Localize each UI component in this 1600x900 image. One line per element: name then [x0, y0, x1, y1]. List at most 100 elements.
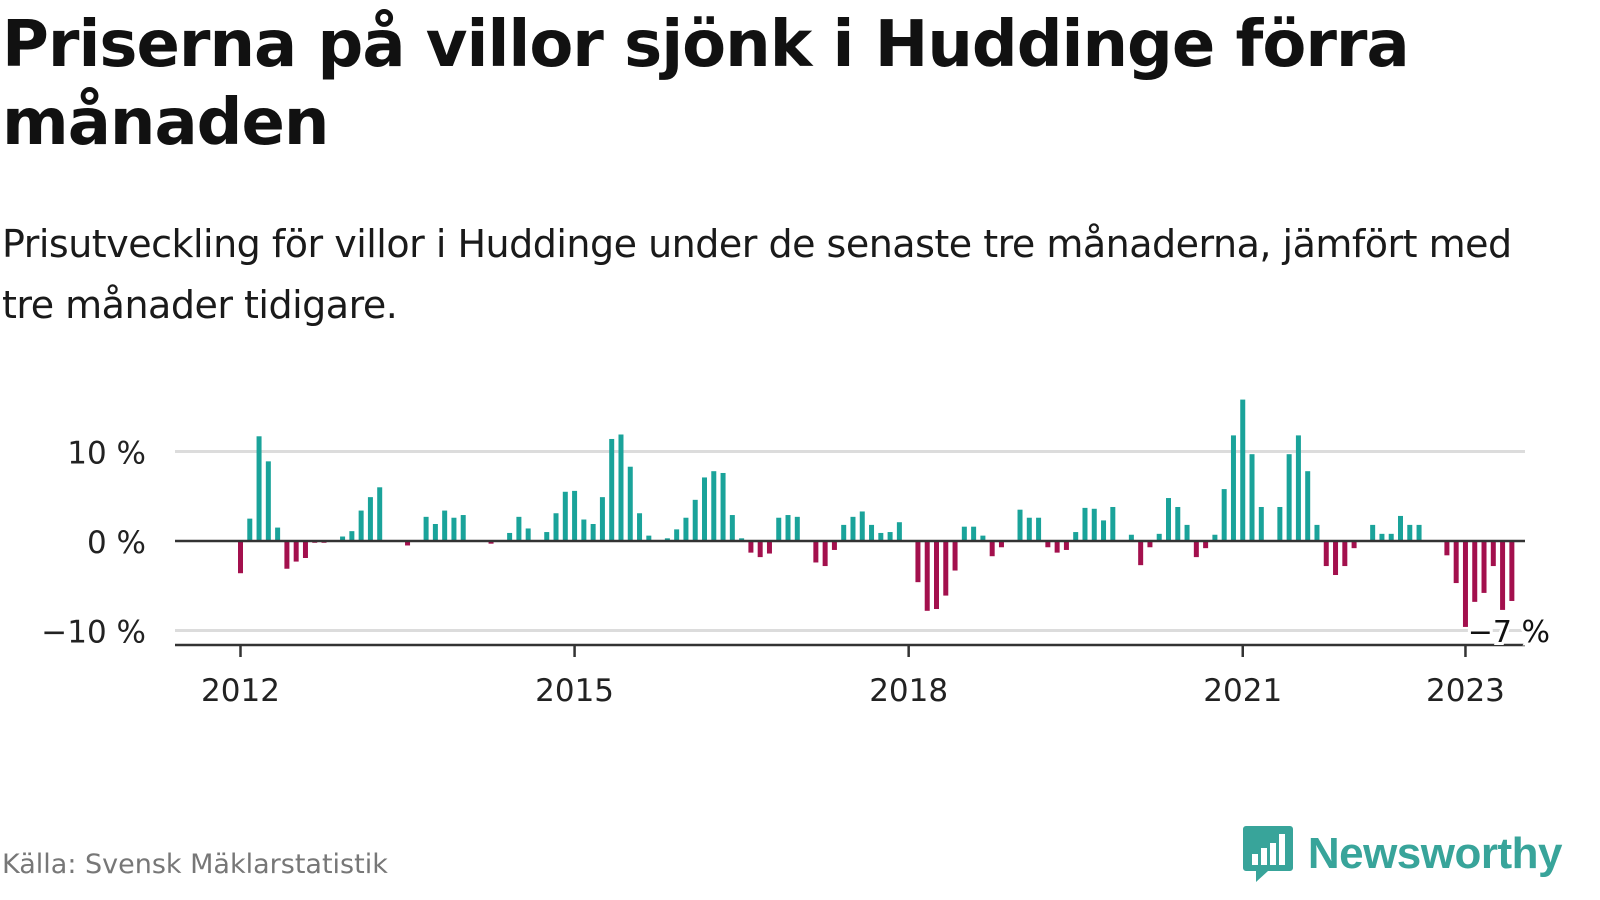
bar — [1370, 524, 1376, 541]
bar — [822, 541, 828, 567]
bar — [748, 541, 754, 553]
bar — [1138, 541, 1144, 566]
bar — [284, 541, 290, 569]
bar — [544, 532, 550, 541]
bar — [1054, 541, 1060, 553]
bar — [599, 497, 605, 541]
bar — [1147, 541, 1153, 548]
bar — [831, 541, 837, 550]
bar — [1444, 541, 1450, 556]
bar — [488, 541, 494, 544]
bar — [850, 516, 856, 541]
bar — [275, 527, 281, 541]
bar — [293, 541, 299, 562]
bar — [896, 522, 902, 541]
chart-subtitle: Prisutveckling för villor i Huddinge und… — [2, 222, 1512, 327]
bar — [1175, 506, 1181, 541]
brand-logo[interactable]: Newsworthy — [1242, 824, 1563, 884]
bar-series — [238, 399, 1515, 627]
bar-chart-chat-icon — [1242, 826, 1293, 882]
bar — [1286, 454, 1292, 541]
bar — [256, 436, 262, 541]
bar — [1500, 541, 1506, 610]
bar — [1184, 524, 1190, 541]
bar — [980, 535, 986, 541]
bar — [989, 541, 995, 557]
bar — [618, 434, 624, 541]
bar — [1277, 506, 1283, 541]
bar — [924, 541, 930, 611]
bar — [1490, 541, 1496, 567]
bar — [516, 516, 522, 541]
bar — [1333, 541, 1339, 576]
bar — [609, 438, 615, 541]
bar — [1045, 541, 1051, 548]
bar — [581, 519, 587, 541]
bar — [1258, 506, 1264, 541]
bar — [952, 541, 958, 571]
bar — [358, 510, 364, 541]
x-tick-label: 2021 — [1203, 673, 1282, 709]
bar — [934, 541, 939, 610]
bar — [553, 513, 559, 541]
bar — [841, 524, 847, 541]
bar — [1388, 533, 1394, 541]
bar — [627, 466, 633, 541]
bar — [664, 538, 670, 541]
x-tick-label: 2012 — [201, 673, 280, 709]
bar — [1379, 533, 1385, 541]
bar — [1249, 454, 1255, 541]
bar — [1240, 399, 1246, 541]
bar — [451, 517, 457, 541]
y-tick-label: −10 % — [41, 615, 146, 651]
bar — [432, 524, 438, 541]
bar — [265, 461, 271, 542]
bar — [766, 541, 772, 554]
bar — [1221, 489, 1227, 541]
bar — [1212, 534, 1218, 541]
bar — [915, 541, 921, 583]
bar — [971, 526, 977, 541]
bar — [340, 536, 346, 541]
bar — [729, 515, 735, 541]
bar — [442, 510, 448, 541]
bar — [961, 526, 967, 541]
chart-title: Priserna på villor sjönk i Huddinge förr… — [2, 8, 1410, 160]
bar — [562, 491, 568, 541]
bar — [1453, 541, 1459, 584]
bar — [785, 515, 791, 541]
bar — [423, 516, 429, 541]
bar — [1203, 541, 1209, 549]
bar — [460, 515, 466, 541]
y-tick-label: 10 % — [67, 436, 146, 472]
bar — [1462, 541, 1468, 627]
bar — [869, 524, 875, 541]
bar — [507, 532, 513, 541]
bar — [776, 517, 782, 541]
bar — [646, 535, 652, 541]
bar — [1398, 515, 1403, 541]
bar — [1017, 509, 1023, 541]
bar — [757, 541, 763, 558]
bar — [247, 518, 253, 542]
bar — [1082, 507, 1088, 541]
last-value-annotation: −7 % — [1468, 615, 1550, 650]
bar — [1193, 541, 1199, 558]
bar — [1128, 534, 1134, 541]
bar — [1063, 541, 1069, 550]
x-tick-label: 2018 — [869, 673, 948, 709]
bar — [590, 524, 596, 541]
bar — [1166, 498, 1171, 541]
bar — [1416, 524, 1422, 541]
bar — [1342, 541, 1348, 567]
bar — [711, 471, 717, 541]
bar — [1509, 541, 1515, 601]
bar — [1314, 524, 1320, 541]
bar — [878, 532, 884, 541]
bar — [349, 531, 355, 541]
bar — [813, 541, 819, 563]
bar — [302, 541, 308, 558]
bar — [1026, 517, 1032, 541]
bar — [1481, 541, 1487, 593]
